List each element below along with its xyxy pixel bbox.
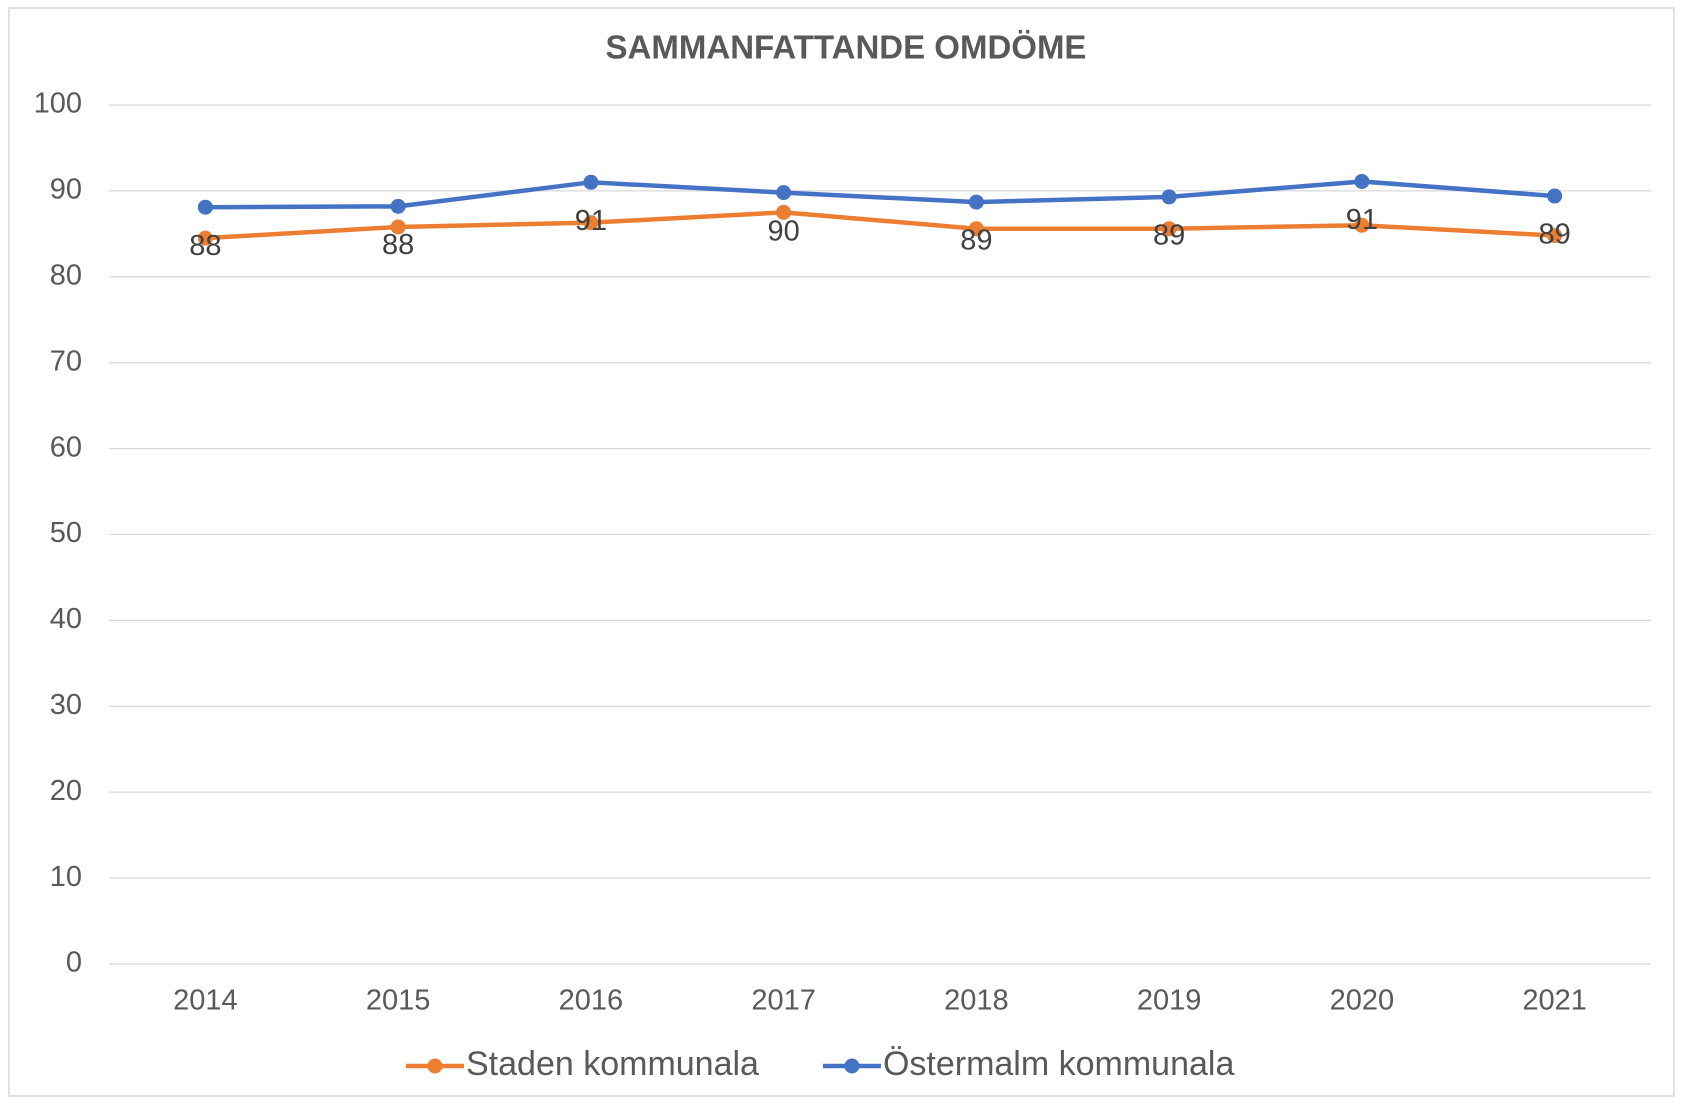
data-label: 88: [382, 229, 414, 261]
y-tick-label: 80: [50, 259, 82, 291]
legend-label: Staden kommunala: [466, 1045, 759, 1083]
data-label: 88: [189, 230, 221, 262]
data-label: 89: [960, 225, 992, 257]
data-point: [390, 198, 406, 214]
x-tick-label: 2016: [559, 985, 624, 1017]
y-tick-label: 0: [66, 947, 82, 979]
data-label: 91: [575, 205, 607, 237]
y-tick-label: 50: [50, 517, 82, 549]
data-point: [1161, 189, 1177, 205]
data-point: [390, 219, 406, 235]
x-tick-label: 2020: [1330, 985, 1395, 1017]
x-tick-label: 2021: [1522, 985, 1587, 1017]
data-point: [1161, 221, 1177, 237]
y-tick-label: 60: [50, 431, 82, 463]
y-tick-label: 100: [34, 88, 82, 120]
data-point: [1354, 217, 1370, 233]
y-tick-label: 70: [50, 345, 82, 377]
data-point: [1547, 228, 1563, 244]
data-label: 89: [1153, 220, 1185, 252]
data-point: [968, 194, 984, 210]
y-tick-label: 10: [50, 861, 82, 893]
data-label: 89: [1538, 219, 1570, 251]
y-tick-label: 30: [50, 689, 82, 721]
data-label: 91: [1346, 204, 1378, 236]
chart-title: SAMMANFATTANDE OMDÖME: [606, 29, 1087, 66]
data-point: [583, 174, 599, 190]
data-point: [968, 221, 984, 237]
data-point: [776, 185, 792, 201]
series-line: [205, 210, 1555, 241]
series-line: [205, 179, 1555, 210]
x-tick-label: 2019: [1137, 985, 1202, 1017]
y-tick-label: 20: [50, 775, 82, 807]
data-point: [197, 199, 213, 215]
x-tick-label: 2014: [173, 985, 238, 1017]
y-tick-label: 40: [50, 603, 82, 635]
data-point: [197, 230, 213, 246]
data-point: [776, 204, 792, 220]
data-point: [1354, 173, 1370, 189]
data-point: [1547, 188, 1563, 204]
legend-label: Östermalm kommunala: [883, 1045, 1235, 1083]
data-label: 90: [767, 215, 799, 247]
chart-frame: [8, 7, 1675, 1097]
data-point: [583, 215, 599, 231]
x-tick-label: 2015: [366, 985, 431, 1017]
y-tick-label: 90: [50, 174, 82, 206]
legend-marker: [844, 1058, 860, 1074]
legend-marker: [427, 1058, 443, 1074]
x-tick-label: 2017: [751, 985, 816, 1017]
x-tick-label: 2018: [944, 985, 1009, 1017]
